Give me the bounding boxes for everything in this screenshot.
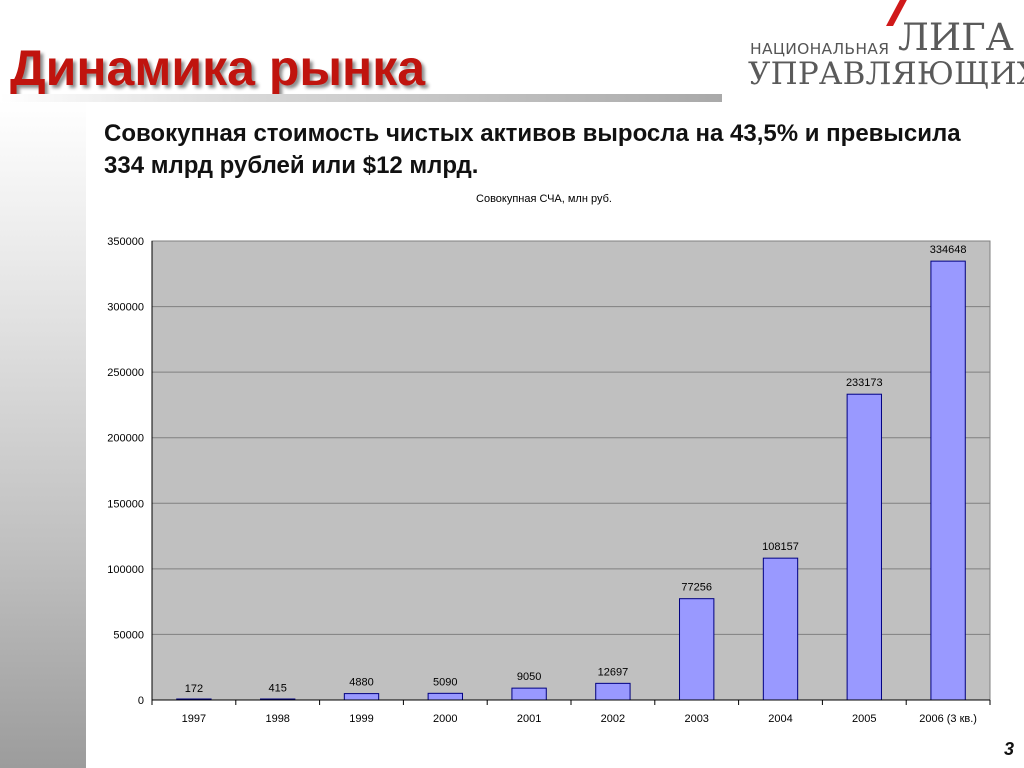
x-tick-label: 2002 <box>601 713 625 725</box>
x-tick-label: 2001 <box>517 713 541 725</box>
x-tick-label: 1999 <box>349 713 373 725</box>
y-tick-label: 250000 <box>107 367 144 379</box>
bar <box>846 393 882 701</box>
side-gradient-decoration <box>0 100 86 768</box>
bar-value-label: 77256 <box>681 582 712 594</box>
x-tick-label: 1997 <box>182 713 206 725</box>
y-tick-label: 150000 <box>107 498 144 510</box>
y-tick-label: 50000 <box>113 629 144 641</box>
logo-text-managers: УПРАВЛЯЮЩИХ <box>748 56 1024 92</box>
y-tick-label: 300000 <box>107 302 144 314</box>
league-logo: НАЦИОНАЛЬНАЯ ЛИГА УПРАВЛЯЮЩИХ <box>744 0 1024 100</box>
bar-value-label: 108157 <box>762 541 799 553</box>
logo-text-national: НАЦИОНАЛЬНАЯ <box>750 40 890 58</box>
bar <box>595 682 631 701</box>
y-tick-label: 0 <box>138 695 144 707</box>
x-tick-label: 1998 <box>265 713 289 725</box>
page-number: 3 <box>1003 739 1014 759</box>
chart-title: Совокупная СЧА, млн руб. <box>476 193 612 205</box>
bar <box>679 598 715 701</box>
bar <box>427 692 463 701</box>
logo-text-league: ЛИГА <box>898 16 1014 59</box>
x-tick-label: 2006 (3 кв.) <box>919 713 977 725</box>
bar-value-label: 172 <box>185 683 203 695</box>
x-tick-label: 2005 <box>852 713 876 725</box>
bar-value-label: 415 <box>269 682 287 694</box>
bar-value-label: 12697 <box>598 666 629 678</box>
bar-value-label: 334648 <box>930 244 967 256</box>
bar-value-label: 233173 <box>846 377 883 389</box>
slide-title: Динамика рынка <box>10 40 426 96</box>
slide-headline: Совокупная стоимость чистых активов выро… <box>104 120 961 179</box>
y-tick-label: 350000 <box>107 236 144 248</box>
bar <box>930 260 966 701</box>
bar <box>511 687 547 701</box>
y-tick-label: 100000 <box>107 564 144 576</box>
bar-value-label: 9050 <box>517 671 541 683</box>
bar <box>343 693 380 701</box>
bar <box>762 557 799 701</box>
x-tick-label: 2000 <box>433 713 457 725</box>
title-underline <box>0 94 722 102</box>
y-tick-label: 200000 <box>107 433 144 445</box>
bar-value-label: 5090 <box>433 676 457 688</box>
x-tick-label: 2004 <box>768 713 792 725</box>
bar-value-label: 4880 <box>349 677 373 689</box>
x-tick-label: 2003 <box>684 713 708 725</box>
